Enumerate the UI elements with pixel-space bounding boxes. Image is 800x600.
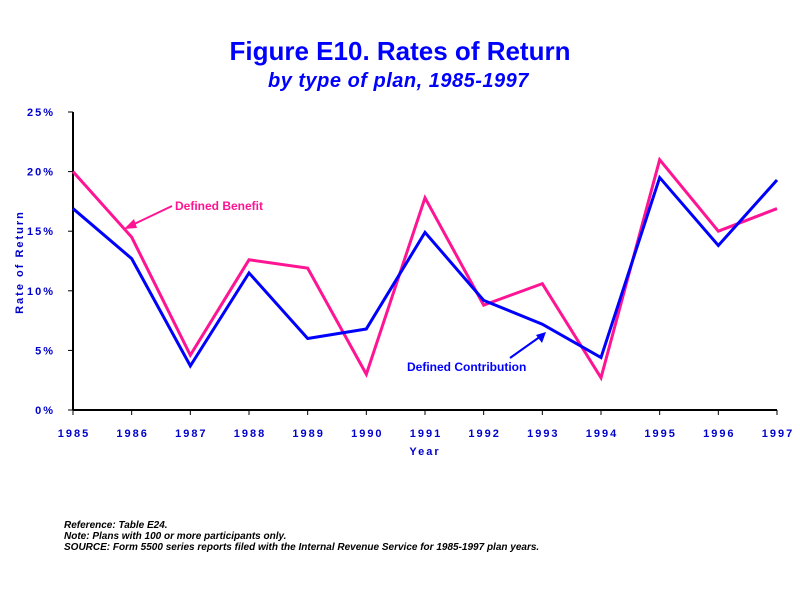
x-tick-label: 1991 bbox=[410, 428, 442, 440]
y-tick-label: 10% bbox=[27, 286, 55, 298]
x-tick-label: 1985 bbox=[58, 428, 90, 440]
y-tick-label: 20% bbox=[27, 167, 55, 179]
y-axis-label: Rate of Return bbox=[14, 210, 26, 314]
footnotes: Reference: Table E24. Note: Plans with 1… bbox=[64, 520, 539, 553]
annotation-arrow bbox=[509, 335, 542, 359]
x-tick-label: 1994 bbox=[586, 428, 618, 440]
x-tick-label: 1992 bbox=[468, 428, 500, 440]
annotation-defined-benefit: Defined Benefit bbox=[175, 199, 263, 213]
x-tick-label: 1987 bbox=[175, 428, 207, 440]
x-tick-label: 1997 bbox=[762, 428, 794, 440]
x-tick-label: 1995 bbox=[644, 428, 676, 440]
x-axis-label: Year bbox=[409, 446, 440, 458]
note-plans: Note: Plans with 100 or more participant… bbox=[64, 531, 287, 542]
y-tick-label: 0% bbox=[35, 405, 55, 417]
y-tick-label: 5% bbox=[35, 345, 55, 357]
y-tick-label: 15% bbox=[27, 226, 55, 238]
x-tick-label: 1989 bbox=[292, 428, 324, 440]
note-reference: Reference: Table E24. bbox=[64, 520, 168, 531]
chart-subtitle: by type of plan, 1985-1997 bbox=[268, 70, 529, 92]
x-tick-label: 1986 bbox=[116, 428, 148, 440]
chart-title: Figure E10. Rates of Return bbox=[229, 36, 571, 66]
y-tick-label: 25% bbox=[27, 107, 55, 119]
arrowhead-icon bbox=[536, 332, 546, 343]
x-tick-label: 1993 bbox=[527, 428, 559, 440]
arrowhead-icon bbox=[124, 219, 137, 229]
note-source: SOURCE: Form 5500 series reports filed w… bbox=[64, 542, 540, 553]
x-tick-label: 1990 bbox=[351, 428, 383, 440]
x-tick-label: 1988 bbox=[234, 428, 266, 440]
x-tick-label: 1996 bbox=[703, 428, 735, 440]
annotation-arrow bbox=[129, 205, 173, 227]
annotation-defined-contribution: Defined Contribution bbox=[407, 360, 526, 374]
